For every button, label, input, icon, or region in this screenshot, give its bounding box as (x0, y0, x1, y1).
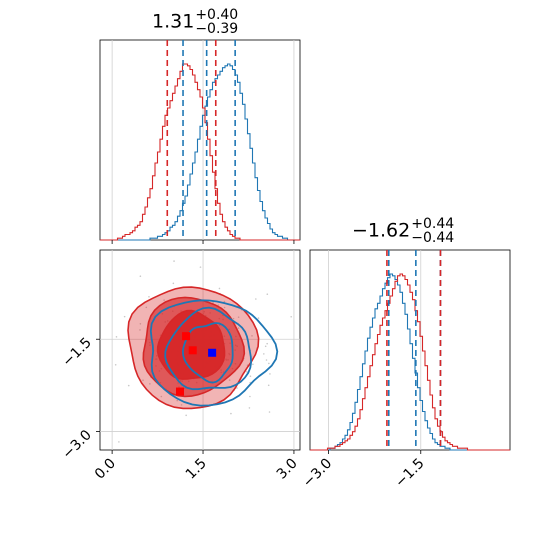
scatter-point (223, 300, 226, 303)
series-a-marker (208, 348, 217, 357)
scatter-point (232, 317, 235, 320)
scatter-point (252, 363, 254, 366)
scatter-point (127, 384, 130, 387)
scatter-point (199, 266, 202, 268)
param2-x-tick-label: −1.5 (392, 456, 427, 491)
param1-histogram-frame (99, 39, 301, 241)
scatter-point (139, 275, 142, 278)
param2-title: −1.62 +0.44 −0.44 (352, 217, 454, 245)
param2-title-minus: −0.44 (411, 230, 455, 246)
param2-histogram-frame (309, 249, 511, 451)
param2-histogram (310, 250, 510, 451)
scatter-point (264, 345, 267, 348)
series-a-contour (164, 306, 253, 391)
param1-title: 1.31 +0.40 −0.39 (152, 8, 238, 36)
scatter-point (223, 306, 226, 309)
param1-series-b-histogram (100, 63, 300, 241)
joint-scatter-frame (99, 249, 301, 451)
scatter-point (236, 387, 238, 389)
scatter-point (266, 293, 269, 296)
scatter-point (176, 399, 179, 402)
scatter-point (172, 282, 175, 285)
param2-title-plus: +0.44 (411, 216, 455, 232)
scatter-point (267, 384, 270, 387)
scatter-point (269, 373, 271, 375)
param1-series-a-histogram (100, 63, 300, 241)
scatter-point (237, 316, 240, 318)
scatter-point (218, 287, 221, 290)
scatter-point (257, 317, 260, 319)
series-b-marker (182, 332, 191, 341)
scatter-point (114, 363, 117, 366)
scatter-point (268, 411, 271, 413)
scatter-point (265, 359, 268, 361)
scatter-point (118, 441, 120, 443)
scatter-point (268, 362, 270, 365)
joint-x-tick-label: 0.0 (92, 456, 119, 483)
scatter-point (255, 298, 257, 300)
scatter-point (251, 335, 253, 337)
scatter-point (262, 353, 265, 355)
scatter-point (173, 260, 175, 262)
param1-title-plus: +0.40 (195, 7, 239, 23)
scatter-point (228, 379, 231, 381)
param1-title-minus: −0.39 (195, 21, 239, 37)
scatter-point (148, 295, 150, 298)
series-b-marker (188, 346, 197, 355)
series-b-contour (156, 309, 226, 380)
scatter-point (115, 336, 118, 338)
param1-title-errors: +0.40 −0.39 (195, 8, 238, 36)
scatter-point (246, 371, 248, 373)
joint-x-tick-label: 1.5 (183, 456, 210, 483)
scatter-point (123, 315, 126, 318)
scatter-point (149, 383, 151, 385)
scatter-point (163, 299, 165, 301)
joint-contour-plot (100, 250, 300, 450)
param1-title-value: 1.31 (152, 10, 195, 33)
scatter-point (237, 327, 240, 329)
series-a-contour (149, 299, 279, 407)
scatter-point (139, 322, 142, 325)
scatter-point (185, 414, 187, 417)
series-a-contour (181, 322, 234, 384)
scatter-point (266, 342, 268, 345)
param2-x-tick-label: −3.0 (300, 456, 335, 491)
joint-y-tick-label: −1.5 (59, 335, 94, 370)
param2-title-value: −1.62 (352, 219, 411, 242)
scatter-point (248, 407, 251, 409)
param2-series-b-histogram (310, 273, 510, 451)
scatter-point (139, 329, 141, 331)
joint-x-tick-label: 3.0 (274, 456, 301, 483)
scatter-point (142, 379, 144, 381)
param2-title-errors: +0.44 −0.44 (411, 217, 454, 245)
scatter-point (160, 395, 163, 398)
scatter-point (290, 315, 292, 318)
joint-y-tick-label: −3.0 (59, 427, 94, 462)
series-b-marker (176, 387, 184, 396)
param2-series-a-histogram (310, 273, 510, 451)
scatter-point (249, 395, 251, 398)
scatter-point (230, 412, 232, 415)
param1-histogram (100, 40, 300, 241)
scatter-point (249, 375, 252, 377)
scatter-point (180, 404, 183, 406)
scatter-point (145, 306, 148, 309)
